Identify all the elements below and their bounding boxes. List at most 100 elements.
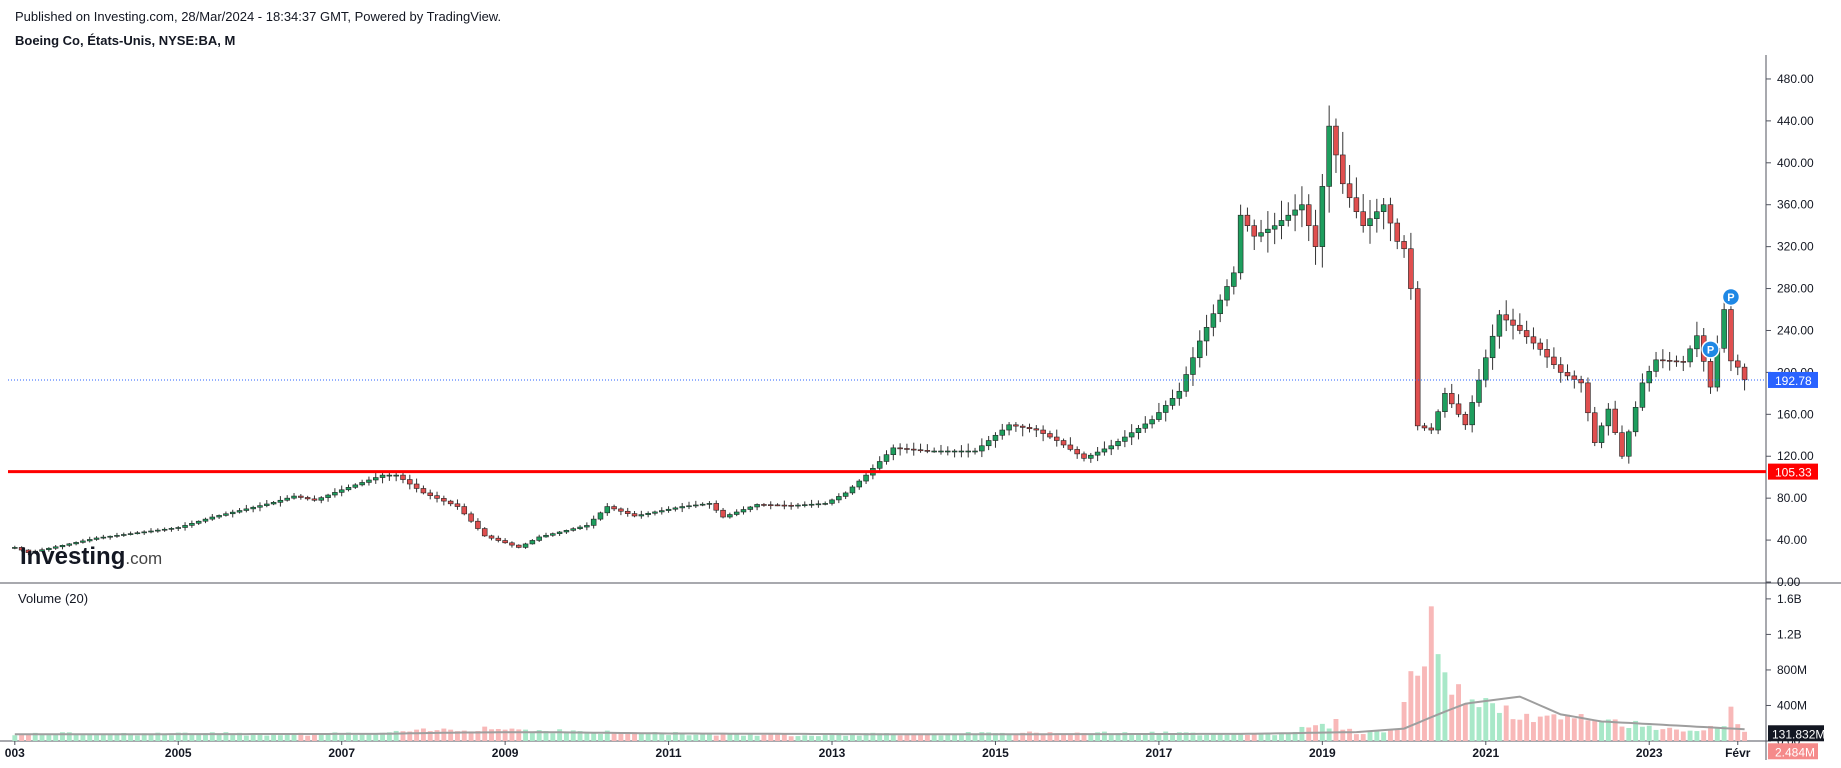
volume-bar — [1347, 728, 1353, 741]
volume-tick-label: 400M — [1777, 698, 1807, 712]
volume-bar — [168, 735, 174, 741]
candle-body — [1162, 405, 1169, 413]
volume-bar — [1340, 729, 1346, 741]
volume-bar — [1394, 728, 1400, 741]
candle-body — [1626, 431, 1632, 457]
candle-body — [624, 510, 631, 514]
volume-bar — [94, 735, 99, 741]
marker-circle — [1721, 287, 1741, 307]
volume-bar — [1599, 721, 1605, 741]
candle-body — [543, 534, 549, 538]
candle-body — [992, 434, 999, 441]
candle-body — [1156, 412, 1162, 420]
candle-body — [18, 547, 25, 551]
volume-bar — [1442, 672, 1448, 741]
volume-bar — [788, 736, 794, 741]
candle-body — [979, 445, 985, 452]
volume-bar — [1033, 732, 1039, 741]
volume-bar — [1170, 734, 1175, 741]
volume-bar — [1129, 734, 1135, 741]
candle-body — [1442, 393, 1448, 412]
volume-bar — [1067, 734, 1073, 741]
volume-bar — [570, 730, 576, 741]
candle-body — [427, 492, 433, 496]
volume-bar — [332, 732, 338, 741]
candle-body — [1619, 432, 1625, 457]
volume-bar — [1136, 734, 1141, 741]
volume-bar — [536, 730, 542, 741]
candle-body — [332, 492, 338, 496]
volume-bar — [598, 733, 603, 741]
volume-bar — [1544, 715, 1550, 741]
volume-bar — [1047, 732, 1053, 741]
volume-bar — [141, 733, 147, 741]
last-price-label: 192.78 — [1775, 374, 1812, 388]
candle-body — [1122, 436, 1128, 442]
time-tick-label: 2019 — [1309, 746, 1336, 760]
candle-body — [679, 506, 685, 509]
candle-body — [407, 479, 413, 485]
price-tick-label: 80.00 — [1777, 491, 1807, 505]
volume-bar — [495, 729, 501, 741]
time-tick-label: 2021 — [1472, 746, 1499, 760]
candle-body — [536, 536, 542, 541]
volume-bar — [1633, 720, 1639, 741]
volume-bar — [1701, 730, 1707, 741]
volume-bar — [1197, 735, 1203, 741]
last-price-badge — [1768, 371, 1818, 388]
candle-body — [1312, 225, 1319, 247]
candle-body — [1578, 379, 1584, 384]
candle-body — [652, 511, 658, 514]
volume-bar — [1027, 731, 1032, 741]
candle-body — [236, 510, 243, 513]
candle-body — [570, 528, 576, 531]
candle-body — [1632, 407, 1639, 433]
candle-body — [1421, 425, 1428, 429]
candle-body — [863, 474, 869, 482]
candle-body — [904, 448, 910, 450]
volume-bar — [121, 732, 127, 741]
candle-body — [1387, 204, 1394, 224]
volume-bar — [434, 730, 440, 741]
candle-body — [257, 505, 263, 508]
candle-body — [788, 504, 794, 507]
volume-bar — [1081, 733, 1087, 741]
volume-bar — [1095, 732, 1101, 741]
volume-bar — [863, 733, 869, 741]
volume-bar — [298, 732, 304, 741]
volume-bar — [1367, 730, 1373, 741]
candle-body — [52, 546, 59, 549]
candle-body — [1408, 248, 1414, 289]
candle-body — [148, 530, 154, 533]
candle-body — [121, 534, 127, 536]
candle-body — [1503, 314, 1509, 321]
candle-body — [1564, 372, 1571, 377]
volume-bar — [318, 734, 324, 741]
candle-body — [1476, 379, 1482, 403]
volume-bar — [938, 735, 944, 741]
volume-bar — [1646, 725, 1652, 741]
candle-body — [1101, 448, 1108, 453]
candle-body — [1448, 393, 1455, 405]
volume-bar — [1401, 701, 1407, 741]
volume-bar — [189, 733, 195, 741]
candle-body — [1169, 398, 1176, 406]
candle-body — [686, 505, 692, 508]
volume-bar — [1054, 735, 1060, 741]
candle-body — [842, 492, 849, 497]
candle-body — [338, 489, 345, 493]
price-tick-label: 360.00 — [1777, 198, 1814, 212]
candle-body — [1271, 225, 1278, 230]
volume-bar — [1462, 703, 1468, 741]
volume-bar — [386, 732, 392, 741]
time-tick-label: 2011 — [656, 746, 682, 760]
candle-body — [502, 540, 508, 544]
candle-body — [727, 514, 733, 518]
volume-bar — [502, 729, 508, 741]
candle-body — [270, 502, 277, 505]
price-tick-label: 0.00 — [1777, 575, 1801, 589]
candle-body — [1735, 360, 1741, 368]
candle-body — [509, 542, 515, 546]
